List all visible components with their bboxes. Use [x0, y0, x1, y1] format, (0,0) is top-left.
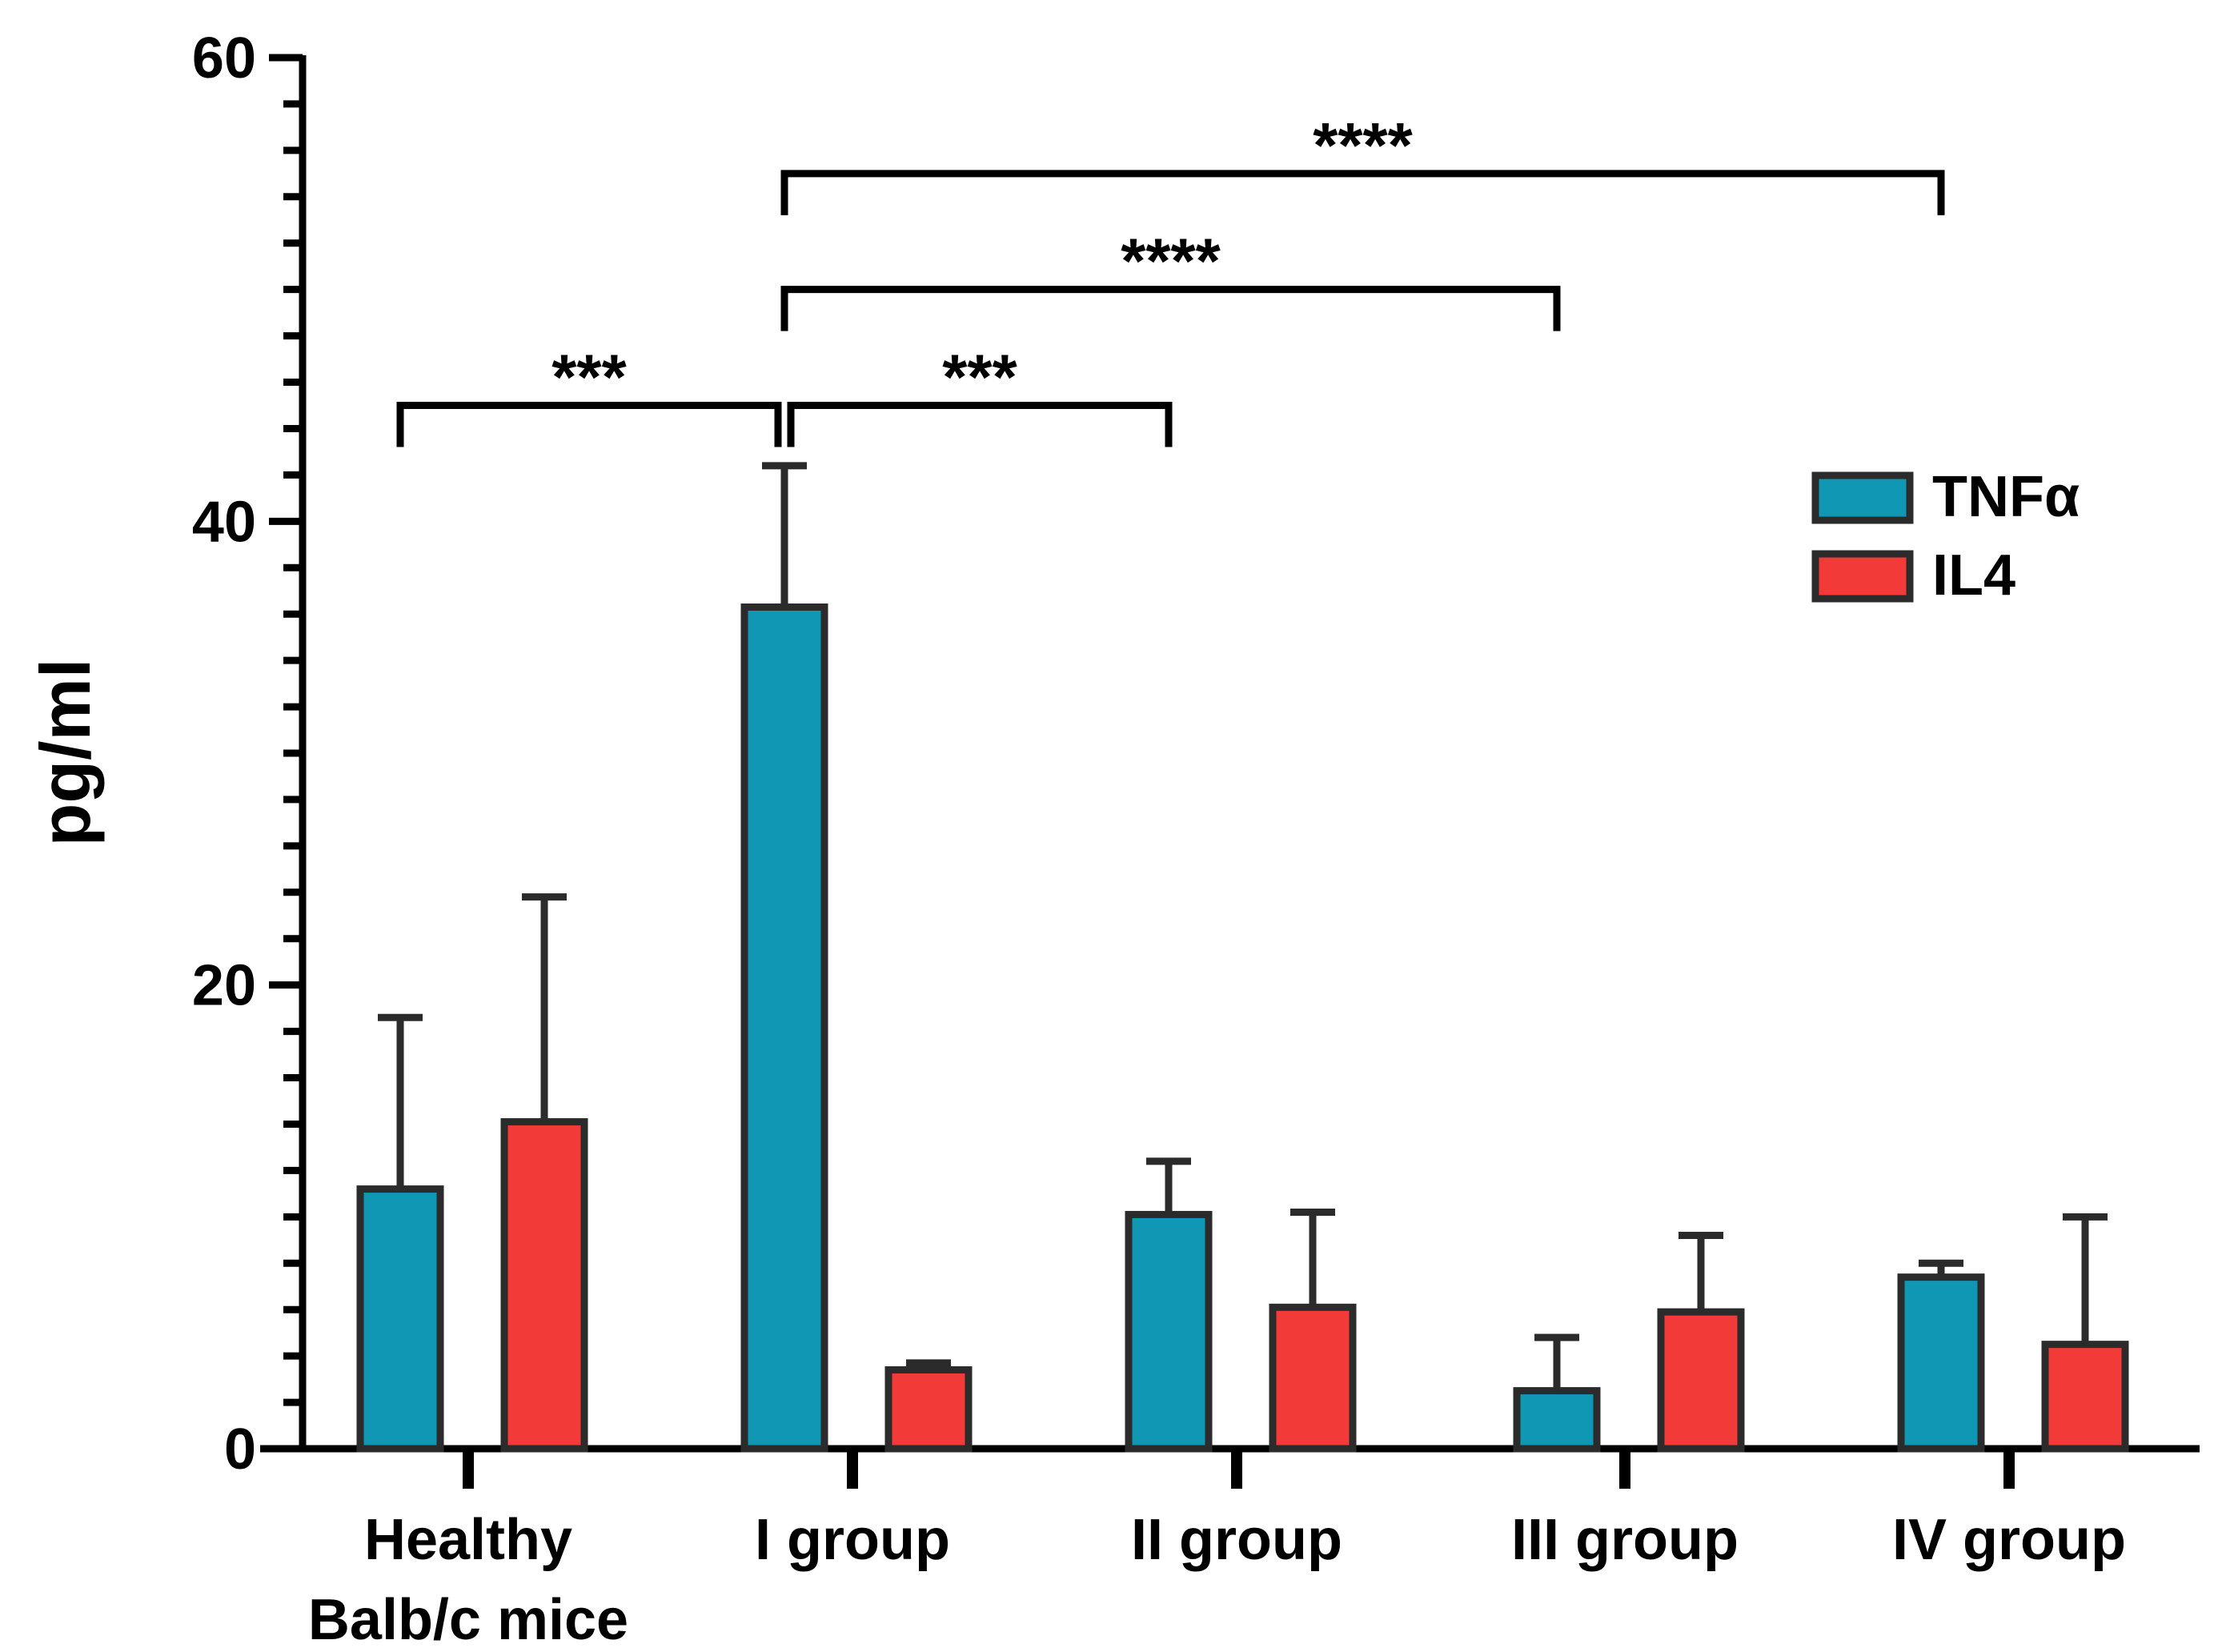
- y-axis-label: pg/ml: [26, 659, 105, 847]
- y-tick-label: 0: [224, 1417, 256, 1482]
- legend-swatch-0: [1811, 471, 1914, 524]
- bar-tnf-3: [1513, 1387, 1601, 1453]
- significance-label: ***: [942, 342, 1017, 413]
- legend-swatch-1: [1811, 550, 1914, 603]
- bar-il4-4: [2041, 1341, 2129, 1453]
- legend-label: IL4: [1932, 543, 2015, 607]
- significance-bracket: [780, 170, 1945, 215]
- x-tick-label: Healthy: [364, 1508, 572, 1572]
- y-tick-label: 60: [192, 26, 256, 90]
- bar-tnf-1: [740, 603, 828, 1453]
- y-tick-label: 40: [192, 490, 256, 554]
- bar-tnf-2: [1125, 1210, 1213, 1453]
- bar-il4-2: [1269, 1303, 1357, 1453]
- x-tick-label: IV group: [1892, 1508, 2126, 1572]
- significance-bracket: [787, 402, 1173, 447]
- bar-il4-0: [500, 1118, 588, 1453]
- x-tick-label: III group: [1511, 1508, 1739, 1572]
- significance-bracket: [780, 286, 1561, 331]
- significance-label: ****: [1313, 110, 1413, 181]
- y-tick-label: 20: [192, 954, 256, 1018]
- bar-il4-1: [884, 1366, 973, 1453]
- significance-label: ***: [551, 342, 627, 413]
- bar-tnf-0: [356, 1185, 444, 1453]
- bar-il4-3: [1657, 1308, 1745, 1453]
- legend-label: TNFα: [1932, 465, 2080, 529]
- bar-tnf-4: [1897, 1273, 1985, 1453]
- x-tick-label: Balb/c mice: [308, 1588, 628, 1652]
- x-tick-label: I group: [755, 1508, 950, 1572]
- significance-label: ****: [1121, 226, 1221, 297]
- significance-bracket: [396, 402, 782, 447]
- x-tick-label: II group: [1131, 1508, 1342, 1572]
